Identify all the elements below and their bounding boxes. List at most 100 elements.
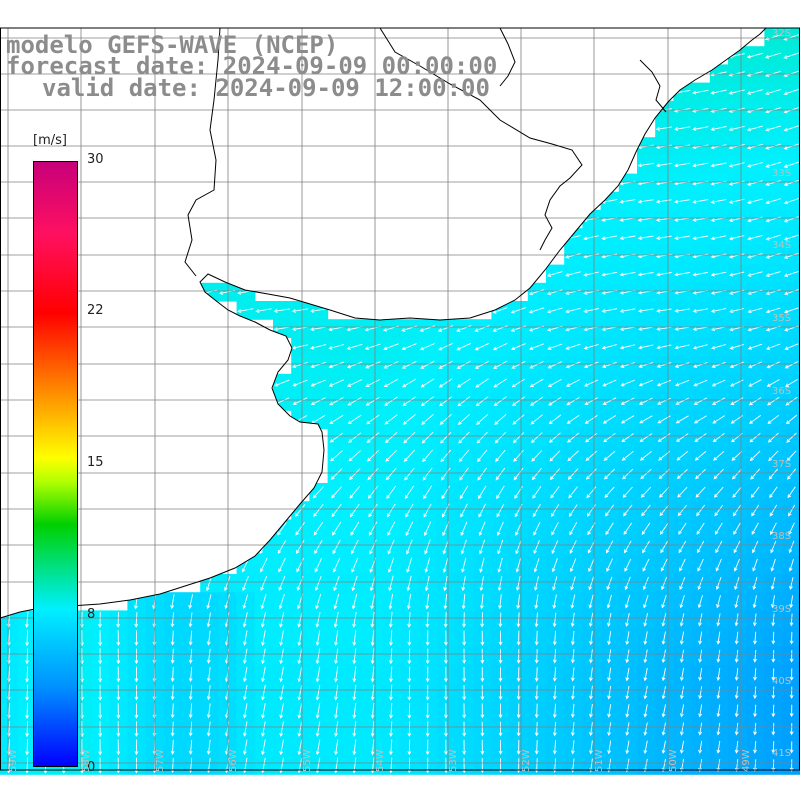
wind-arrow (516, 630, 521, 646)
wind-arrow (352, 630, 357, 647)
wind-arrow (679, 595, 685, 609)
wind-arrow (753, 704, 757, 718)
wind-arrow (692, 308, 708, 313)
wind-arrow (25, 702, 29, 720)
wind-arrow (783, 179, 799, 187)
wind-arrow (675, 415, 689, 424)
lat-label-36s: 36S (772, 386, 792, 397)
wind-arrow (677, 486, 688, 498)
wind-arrow (584, 379, 599, 387)
wind-arrow (292, 397, 308, 406)
wind-arrow (273, 308, 290, 313)
wind-arrow (547, 379, 562, 387)
wind-arrow (260, 612, 267, 628)
wind-arrow (477, 449, 488, 463)
wind-arrow (619, 326, 636, 332)
lon-label-49w: 49W (741, 749, 752, 772)
wind-arrow (676, 468, 688, 480)
wind-arrow (352, 703, 357, 719)
wind-arrow (583, 253, 599, 259)
wind-arrow (765, 252, 781, 259)
wind-arrow (333, 575, 340, 592)
wind-arrow (753, 759, 757, 772)
wind-arrow (787, 468, 797, 480)
wind-arrow (188, 739, 193, 755)
wind-arrow (423, 521, 432, 537)
wind-arrow (98, 666, 103, 683)
wind-arrow (25, 630, 29, 647)
wind-arrow (728, 89, 745, 95)
wind-arrow (638, 344, 654, 350)
wind-arrow (347, 396, 362, 406)
wind-arrow (385, 449, 397, 462)
wind-arrow (678, 522, 687, 535)
wind-arrow (546, 271, 563, 277)
wind-arrow (330, 468, 343, 480)
wind-arrow (766, 379, 780, 387)
wind-arrow (692, 344, 708, 350)
wind-arrow (441, 485, 451, 500)
wind-arrow (765, 125, 782, 132)
wind-arrow (589, 685, 593, 700)
wind-arrow (586, 486, 597, 499)
wind-arrow (459, 467, 469, 481)
wind-arrow (748, 379, 762, 387)
wind-arrow (349, 485, 361, 499)
wind-arrow (771, 613, 776, 627)
wind-arrow (492, 325, 508, 332)
wind-arrow (313, 521, 324, 536)
wind-arrow (334, 721, 339, 738)
wind-arrow (619, 199, 636, 204)
lat-label-33s: 33S (772, 168, 792, 179)
wind-arrow (659, 522, 669, 535)
wind-arrow (98, 702, 103, 720)
wind-arrow (643, 722, 648, 736)
wind-arrow (602, 397, 617, 405)
wind-arrow (656, 272, 672, 277)
wind-arrow (753, 631, 757, 645)
wind-arrow (134, 666, 139, 683)
lat-label-37s: 37S (772, 459, 792, 470)
wind-arrow (352, 666, 357, 683)
wind-arrow (639, 451, 652, 461)
wind-arrow (566, 414, 580, 424)
wind-arrow (698, 759, 703, 773)
wind-arrow (496, 503, 505, 518)
wind-arrow (516, 612, 521, 628)
wind-arrow (656, 326, 672, 331)
wind-arrow (462, 630, 467, 646)
wind-arrow (746, 89, 763, 95)
wind-arrow (292, 361, 308, 369)
wind-arrow (747, 125, 763, 132)
wind-arrow (625, 667, 630, 682)
wind-arrow (425, 739, 430, 756)
wind-arrow (565, 271, 581, 277)
wind-arrow (784, 361, 799, 369)
wind-arrow (638, 379, 653, 387)
wind-arrow (370, 648, 375, 665)
wind-arrow (387, 539, 395, 555)
wind-arrow (693, 379, 708, 387)
wind-arrow (606, 558, 613, 572)
wind-arrow (661, 576, 668, 591)
wind-arrow (710, 89, 727, 95)
wind-arrow (716, 631, 721, 645)
wind-arrow (698, 668, 703, 682)
wind-arrow (475, 378, 489, 388)
wind-arrow (206, 703, 211, 719)
wind-arrow (661, 631, 666, 645)
wind-arrow (134, 703, 139, 719)
wind-arrow (752, 576, 758, 591)
wind-arrow (534, 630, 539, 646)
wind-arrow (623, 504, 633, 517)
wind-arrow (643, 631, 648, 645)
wind-arrow (534, 740, 539, 755)
wind-arrow (389, 630, 393, 647)
wind-arrow (352, 612, 357, 628)
wind-arrow (350, 521, 360, 536)
wind-arrow (498, 667, 503, 683)
wind-arrow (477, 467, 487, 481)
wind-arrow (205, 575, 213, 592)
wind-arrow (404, 467, 415, 481)
wind-arrow (783, 216, 799, 223)
